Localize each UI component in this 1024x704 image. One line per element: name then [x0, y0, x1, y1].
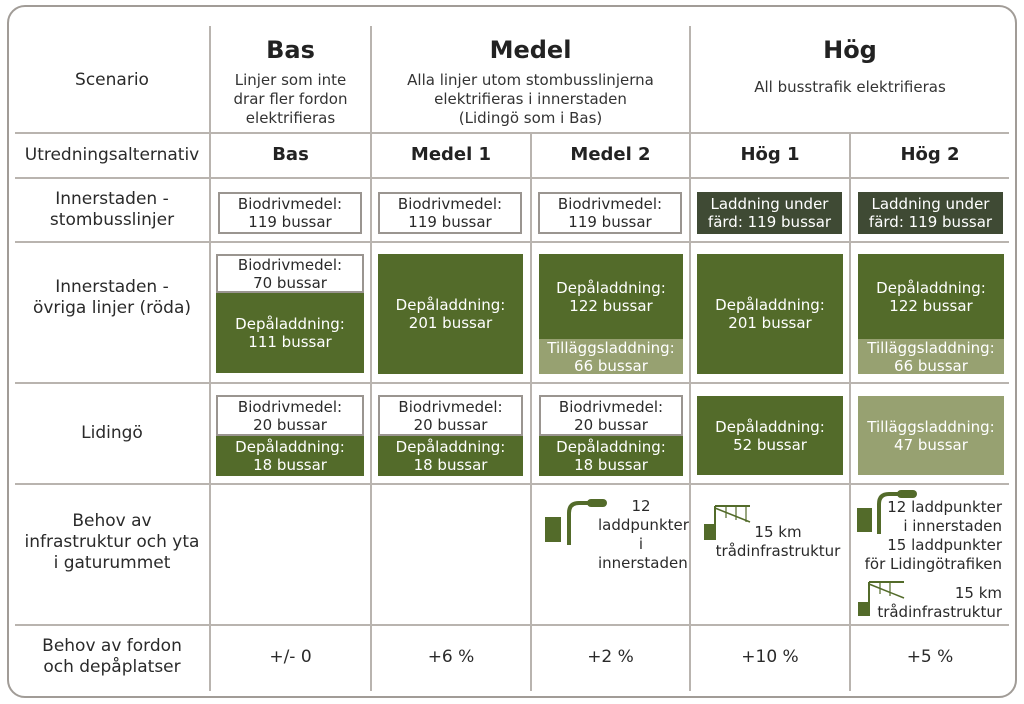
grid-line	[15, 483, 1009, 485]
scenario-desc-bas: Linjer som inte drar fler fordon elektri…	[233, 71, 348, 127]
cell-other-bas-bio: Biodrivmedel: 70 bussar	[216, 254, 364, 293]
cell-lidingo-bas-bio: Biodrivmedel: 20 bussar	[216, 395, 364, 436]
cell-lidingo-hog-1: Depåladdning: 52 bussar	[697, 396, 843, 475]
alternative-hog-2: Hög 2	[900, 144, 960, 165]
grid-line	[15, 382, 1009, 384]
cell-trunk-hog-2: Laddning under färd: 119 bussar	[858, 192, 1003, 234]
charging-station-icon	[857, 490, 917, 534]
cell-lidingo-bas-depot: Depåladdning: 18 bussar	[216, 436, 364, 476]
cell-trunk-hog-1: Laddning under färd: 119 bussar	[697, 192, 842, 234]
cell-lidingo-medel-2-depot: Depåladdning: 18 bussar	[539, 436, 683, 476]
grid-line	[209, 26, 211, 691]
cell-other-hog-1: Depåladdning: 201 bussar	[697, 254, 843, 374]
cell-lidingo-medel-2-bio: Biodrivmedel: 20 bussar	[539, 395, 683, 436]
grid-line	[15, 624, 1009, 626]
trolley-wire-icon	[858, 581, 905, 616]
table-frame	[7, 5, 1017, 698]
cell-other-hog-2-depot: Depåladdning: 122 bussar	[858, 254, 1004, 339]
row-label-vehicles: Behov av fordon och depåplatser	[42, 636, 182, 677]
vehicles-hog-1: +10 %	[741, 647, 799, 667]
row-label-inner-other: Innerstaden - övriga linjer (röda)	[32, 277, 192, 318]
alternative-medel-2: Medel 2	[570, 144, 651, 165]
alternative-hog-1: Hög 1	[740, 144, 800, 165]
row-label-infra: Behov av infrastruktur och yta i gaturum…	[24, 511, 200, 573]
grid-line	[530, 134, 532, 691]
row-label-lidingo: Lidingö	[81, 423, 143, 443]
charging-station-icon	[545, 499, 607, 545]
grid-line	[370, 26, 372, 691]
cell-other-medel-2-supplementary: Tilläggsladdning: 66 bussar	[539, 339, 683, 375]
cell-lidingo-medel-1-bio: Biodrivmedel: 20 bussar	[378, 395, 523, 436]
grid-line	[15, 132, 1009, 134]
infra-hog-1-text: 15 km trådinfrastruktur	[715, 523, 841, 560]
scenario-title-hog: Hög	[823, 36, 877, 64]
cell-other-hog-2-supplementary: Tilläggsladdning: 66 bussar	[858, 339, 1004, 375]
grid-line	[15, 177, 1009, 179]
cell-lidingo-medel-1-depot: Depåladdning: 18 bussar	[378, 436, 523, 476]
trolley-wire-icon	[704, 505, 751, 540]
scenario-title-bas: Bas	[266, 36, 315, 64]
cell-trunk-medel-2: Biodrivmedel: 119 bussar	[538, 192, 682, 234]
cell-trunk-bas: Biodrivmedel: 119 bussar	[218, 192, 362, 234]
cell-trunk-medel-1: Biodrivmedel: 119 bussar	[378, 192, 522, 234]
alternative-bas: Bas	[272, 144, 309, 165]
cell-lidingo-hog-2: Tilläggsladdning: 47 bussar	[858, 396, 1004, 475]
cell-other-medel-1: Depåladdning: 201 bussar	[378, 254, 523, 374]
row-label-scenario: Scenario	[75, 69, 149, 90]
grid-line	[15, 241, 1009, 243]
vehicles-medel-1: +6 %	[427, 647, 475, 667]
row-label-inner-trunk: Innerstaden - stombusslinjer	[49, 189, 175, 230]
cell-other-medel-2-depot: Depåladdning: 122 bussar	[539, 254, 683, 339]
row-label-alternative: Utredningsalternativ	[24, 145, 200, 165]
scenario-desc-hog: All busstrafik elektrifieras	[754, 78, 946, 96]
scenario-desc-medel: Alla linjer utom stombusslinjerna elektr…	[407, 71, 654, 127]
grid-line	[849, 134, 851, 691]
cell-other-bas-depot: Depåladdning: 111 bussar	[216, 293, 364, 373]
vehicles-medel-2: +2 %	[587, 647, 634, 667]
alternative-medel-1: Medel 1	[410, 144, 492, 165]
scenario-title-medel: Medel	[489, 36, 572, 64]
vehicles-bas: +/- 0	[269, 647, 312, 667]
infra-medel-2-text: 12 laddpunkter i innerstaden	[598, 497, 689, 572]
infra-hog-2-text: 12 laddpunkter i innerstaden 15 laddpunk…	[864, 498, 1002, 573]
infra-hog-2-wire-text: 15 km trådinfrastruktur	[877, 584, 1002, 621]
vehicles-hog-2: +5 %	[906, 647, 954, 667]
grid-line	[689, 26, 691, 691]
